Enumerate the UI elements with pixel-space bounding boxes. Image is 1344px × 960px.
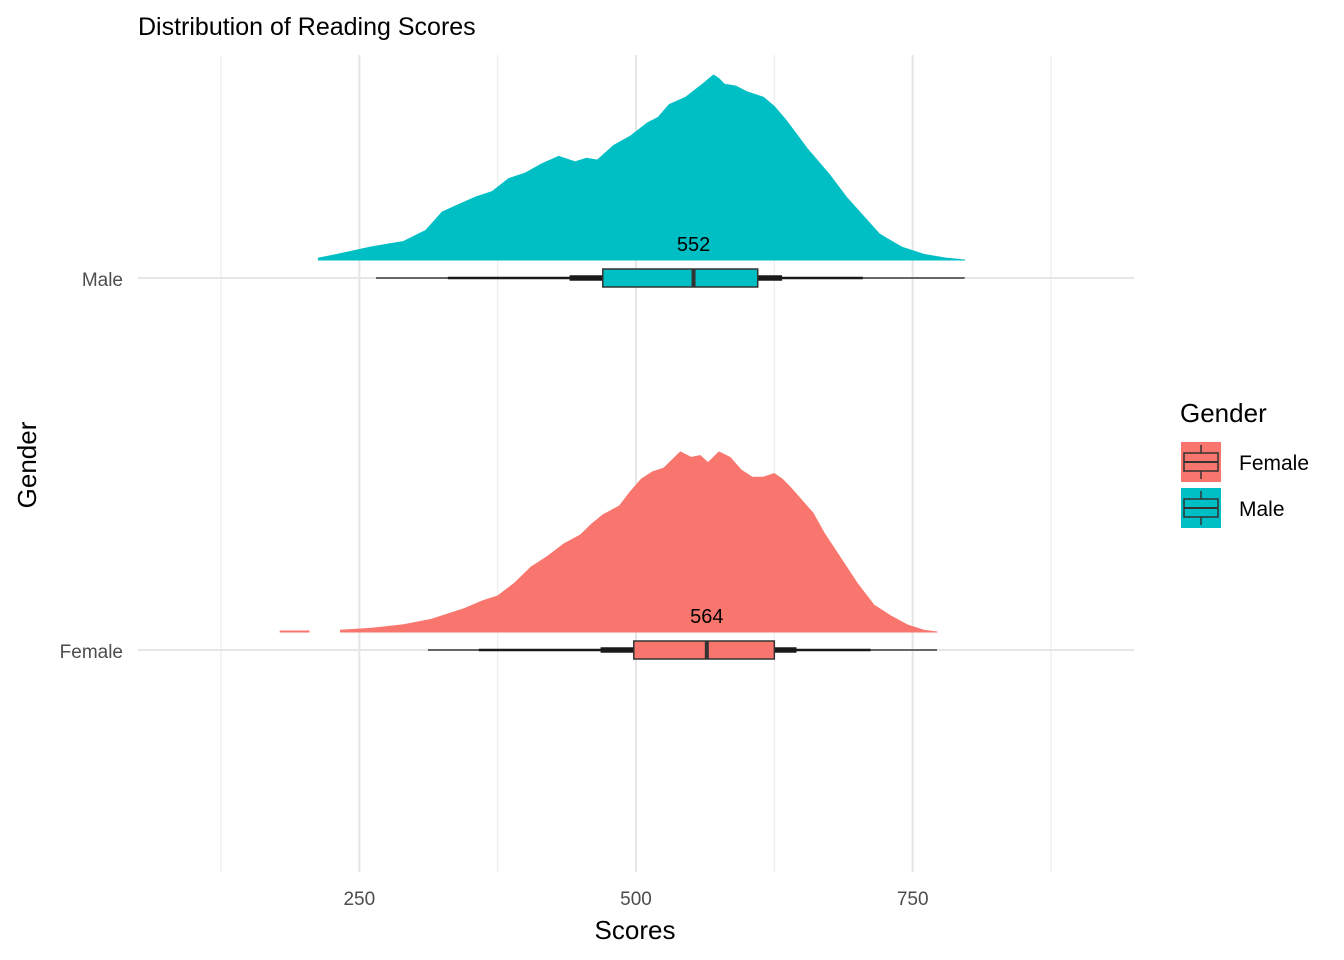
y-axis-title: Gender <box>12 421 42 508</box>
x-tick-label: 500 <box>620 889 652 910</box>
x-tick-label: 250 <box>343 889 375 910</box>
legend-label-female: Female <box>1239 452 1309 475</box>
density-layer <box>279 74 966 633</box>
x-tick-label: 750 <box>897 889 929 910</box>
density-male <box>317 74 966 261</box>
legend-label-male: Male <box>1239 498 1285 521</box>
box-layer: 552 564 <box>375 234 965 660</box>
y-tick-label: Male <box>82 270 123 291</box>
density-female <box>340 451 938 633</box>
legend-key-male <box>1181 488 1221 528</box>
median-label-female: 564 <box>690 606 723 628</box>
density-tail-female <box>279 630 310 633</box>
chart-title: Distribution of Reading Scores <box>138 13 476 41</box>
legend-key-female <box>1181 442 1221 482</box>
tick-layer: 250 500 750 Male Female <box>60 270 929 910</box>
legend-title: Gender <box>1180 398 1267 428</box>
legend: Gender Female Male <box>1180 398 1309 528</box>
y-tick-label: Female <box>60 642 123 663</box>
box-female <box>633 640 776 660</box>
x-axis-title: Scores <box>595 915 676 945</box>
box-male <box>602 268 759 288</box>
median-label-male: 552 <box>677 234 710 256</box>
